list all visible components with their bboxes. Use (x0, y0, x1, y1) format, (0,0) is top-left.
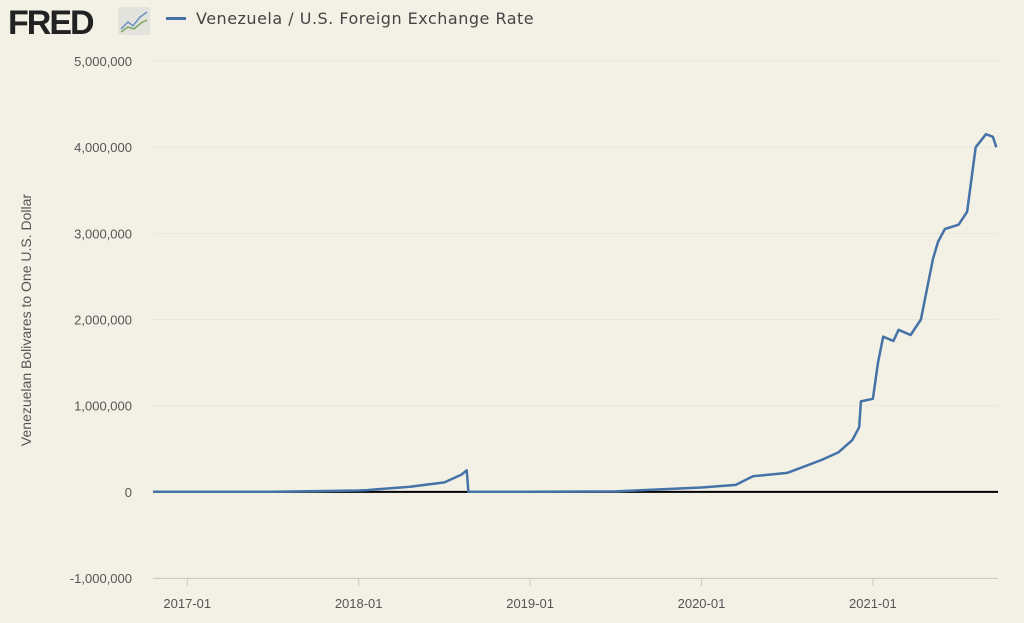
legend-swatch (166, 17, 186, 20)
y-axis-label: Venezuelan Bolivares to One U.S. Dollar (18, 194, 34, 446)
series-line (153, 132, 998, 494)
y-tick-label: 4,000,000 (74, 140, 132, 155)
y-tick-label: 5,000,000 (74, 54, 132, 69)
x-tick-label: 2019-01 (506, 596, 554, 611)
legend: Venezuela / U.S. Foreign Exchange Rate (166, 9, 534, 28)
y-tick-label: -1,000,000 (70, 571, 132, 586)
y-tick-label: 2,000,000 (74, 313, 132, 328)
y-tick-label: 0 (125, 485, 132, 500)
x-tick-label: 2017-01 (163, 596, 211, 611)
logo-graph-icon (118, 7, 150, 35)
logo-text: FRED (8, 4, 95, 42)
y-tick-label: 1,000,000 (74, 399, 132, 414)
legend-label: Venezuela / U.S. Foreign Exchange Rate (196, 9, 535, 28)
y-tick-label: 3,000,000 (74, 226, 132, 241)
fred-logo[interactable]: FRED (8, 4, 95, 43)
x-tick-label: 2021-01 (849, 596, 897, 611)
x-tick-label: 2018-01 (335, 596, 383, 611)
x-tick-label: 2020-01 (678, 596, 726, 611)
